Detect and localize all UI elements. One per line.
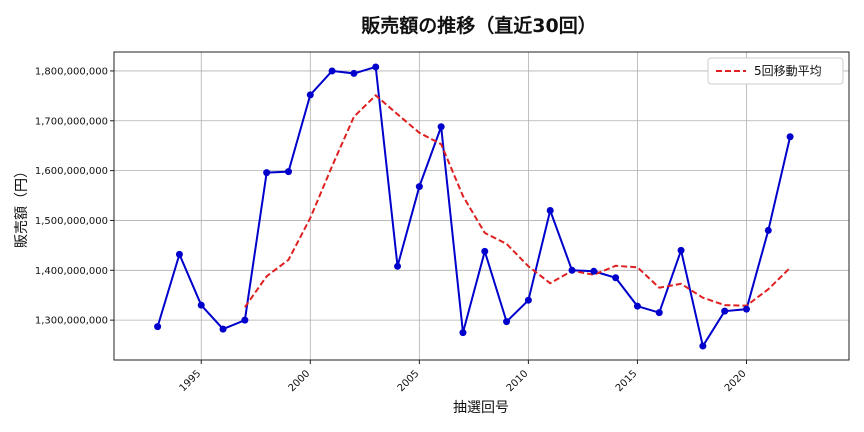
- y-axis-label: 販売額（円）: [14, 164, 30, 248]
- data-point: [241, 316, 249, 324]
- y-tick-label: 1,300,000,000: [35, 316, 108, 327]
- data-point: [546, 206, 554, 214]
- y-tick-label: 1,700,000,000: [35, 116, 108, 127]
- data-point: [350, 69, 358, 77]
- data-point: [197, 301, 205, 309]
- data-point: [154, 323, 162, 331]
- data-point: [721, 307, 729, 315]
- data-point: [524, 296, 532, 304]
- data-point: [175, 250, 183, 258]
- data-point: [699, 342, 707, 350]
- y-tick-label: 1,800,000,000: [35, 66, 108, 77]
- data-point: [742, 305, 750, 313]
- y-tick-label: 1,400,000,000: [35, 266, 108, 277]
- data-point: [328, 67, 336, 75]
- legend-entry-moving-average: 5回移動平均: [754, 64, 822, 78]
- data-point: [764, 226, 772, 234]
- grid-lines: [114, 52, 849, 360]
- data-point: [590, 267, 598, 275]
- data-point: [677, 246, 685, 254]
- series-moving-average-line: [244, 93, 791, 308]
- chart-title: 販売額の推移（直近30回）: [361, 14, 596, 37]
- data-point: [372, 63, 380, 71]
- x-tick-label: 2005: [396, 368, 422, 394]
- data-point: [655, 309, 663, 317]
- data-point: [481, 247, 489, 255]
- data-point: [633, 302, 641, 310]
- x-tick-label: 2000: [287, 368, 313, 394]
- data-point: [437, 123, 445, 131]
- data-point: [219, 325, 227, 333]
- data-point: [394, 262, 402, 270]
- data-point: [568, 266, 576, 274]
- x-tick-label: 2020: [723, 368, 749, 394]
- x-axis: 1995 2000 2005 2010 2015 2020: [178, 360, 749, 394]
- data-point: [459, 329, 467, 337]
- series-sales-line: [156, 65, 792, 349]
- data-point: [306, 91, 314, 99]
- y-axis: 1,300,000,000 1,400,000,000 1,500,000,000 1…: [35, 66, 114, 327]
- data-point: [786, 133, 794, 141]
- y-tick-label: 1,600,000,000: [35, 166, 108, 177]
- series-layer: [154, 63, 794, 350]
- legend-box: [707, 57, 844, 85]
- data-point: [263, 169, 271, 177]
- legend: 5回移動平均: [707, 57, 844, 85]
- plot-frame: [113, 51, 850, 361]
- x-tick-label: 1995: [178, 368, 204, 394]
- data-point: [612, 274, 620, 282]
- data-point: [415, 183, 423, 191]
- x-tick-label: 2010: [505, 368, 531, 394]
- x-tick-label: 2015: [614, 368, 640, 394]
- data-point: [284, 168, 292, 176]
- data-point: [503, 318, 511, 326]
- x-axis-label: 抽選回号: [453, 400, 509, 416]
- y-tick-label: 1,500,000,000: [35, 216, 108, 227]
